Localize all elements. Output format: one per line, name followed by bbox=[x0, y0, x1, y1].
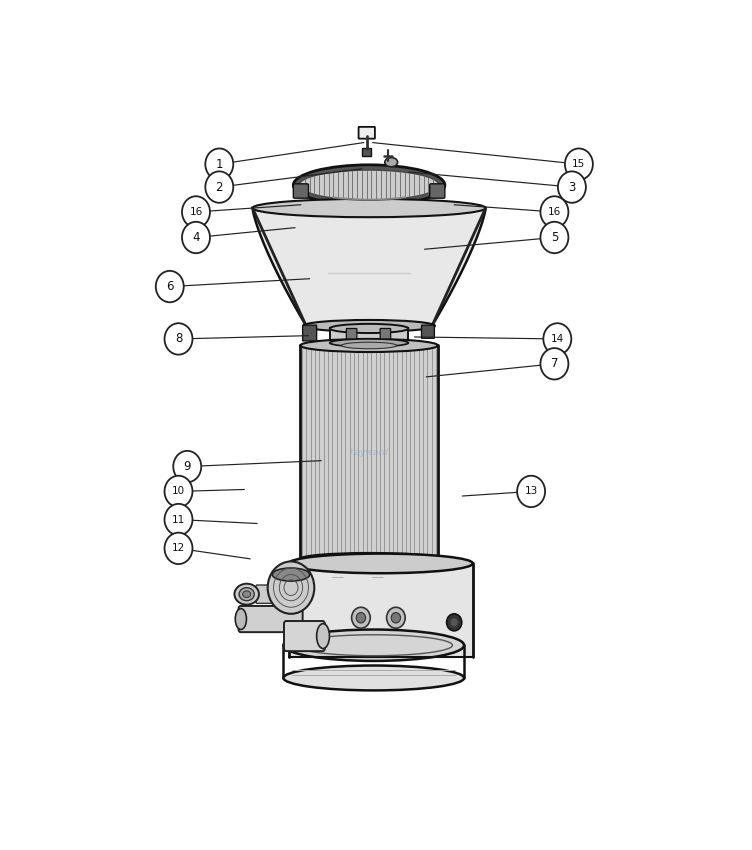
Ellipse shape bbox=[299, 170, 439, 201]
Ellipse shape bbox=[293, 165, 445, 206]
Circle shape bbox=[450, 618, 458, 627]
Text: 6: 6 bbox=[166, 280, 174, 293]
Ellipse shape bbox=[235, 609, 247, 630]
Circle shape bbox=[165, 476, 193, 507]
Ellipse shape bbox=[284, 666, 464, 690]
FancyBboxPatch shape bbox=[293, 184, 308, 198]
Circle shape bbox=[387, 607, 405, 628]
Ellipse shape bbox=[243, 591, 250, 598]
FancyBboxPatch shape bbox=[238, 606, 302, 632]
FancyBboxPatch shape bbox=[256, 585, 282, 604]
Text: 5: 5 bbox=[550, 231, 558, 244]
Text: 1: 1 bbox=[216, 158, 223, 171]
FancyBboxPatch shape bbox=[422, 326, 435, 338]
FancyBboxPatch shape bbox=[347, 328, 357, 339]
Ellipse shape bbox=[239, 587, 254, 601]
Circle shape bbox=[268, 562, 314, 614]
Ellipse shape bbox=[272, 568, 310, 581]
Text: 4: 4 bbox=[193, 231, 200, 244]
Text: 7: 7 bbox=[550, 357, 558, 371]
Circle shape bbox=[156, 271, 183, 303]
Text: 8: 8 bbox=[174, 332, 182, 345]
Ellipse shape bbox=[300, 339, 438, 352]
FancyBboxPatch shape bbox=[429, 184, 445, 198]
Circle shape bbox=[352, 607, 370, 628]
Text: 2: 2 bbox=[216, 180, 223, 194]
Ellipse shape bbox=[303, 320, 435, 332]
Circle shape bbox=[565, 149, 593, 180]
Ellipse shape bbox=[329, 339, 408, 347]
Bar bbox=[289, 564, 473, 657]
Text: 14: 14 bbox=[550, 334, 564, 344]
Ellipse shape bbox=[341, 343, 396, 348]
FancyBboxPatch shape bbox=[284, 621, 325, 651]
Circle shape bbox=[391, 613, 401, 623]
Text: 15: 15 bbox=[572, 159, 586, 169]
Bar bbox=[300, 345, 438, 558]
Circle shape bbox=[544, 323, 572, 354]
Circle shape bbox=[205, 172, 233, 203]
FancyBboxPatch shape bbox=[302, 326, 317, 341]
Circle shape bbox=[173, 450, 202, 482]
Text: —·—: —·— bbox=[372, 575, 385, 581]
Text: 12: 12 bbox=[172, 543, 185, 553]
Circle shape bbox=[558, 172, 586, 203]
Circle shape bbox=[182, 222, 210, 253]
Ellipse shape bbox=[289, 553, 473, 573]
Circle shape bbox=[541, 222, 569, 253]
Ellipse shape bbox=[385, 157, 398, 167]
Polygon shape bbox=[253, 208, 486, 326]
Text: 16: 16 bbox=[190, 207, 202, 217]
Text: 3: 3 bbox=[569, 180, 575, 194]
Circle shape bbox=[165, 504, 193, 536]
Text: hayward: hayward bbox=[350, 448, 389, 456]
Ellipse shape bbox=[300, 553, 438, 564]
Circle shape bbox=[182, 196, 210, 228]
Text: 13: 13 bbox=[524, 486, 538, 496]
Text: 16: 16 bbox=[547, 207, 561, 217]
Circle shape bbox=[356, 613, 365, 623]
Ellipse shape bbox=[235, 584, 259, 604]
FancyBboxPatch shape bbox=[359, 127, 375, 139]
FancyBboxPatch shape bbox=[329, 328, 408, 343]
Circle shape bbox=[541, 348, 569, 379]
Circle shape bbox=[541, 196, 569, 228]
Circle shape bbox=[165, 533, 193, 564]
Text: —·—: —·— bbox=[331, 575, 344, 581]
Text: 11: 11 bbox=[172, 514, 185, 524]
FancyBboxPatch shape bbox=[362, 148, 371, 156]
Ellipse shape bbox=[329, 324, 408, 333]
Text: 9: 9 bbox=[183, 460, 191, 473]
Text: 10: 10 bbox=[172, 486, 185, 496]
Circle shape bbox=[205, 149, 233, 180]
Ellipse shape bbox=[253, 199, 486, 218]
FancyBboxPatch shape bbox=[381, 328, 390, 339]
Circle shape bbox=[165, 323, 193, 354]
Ellipse shape bbox=[284, 630, 464, 661]
Ellipse shape bbox=[317, 624, 329, 649]
Circle shape bbox=[517, 476, 545, 507]
Circle shape bbox=[447, 614, 462, 631]
